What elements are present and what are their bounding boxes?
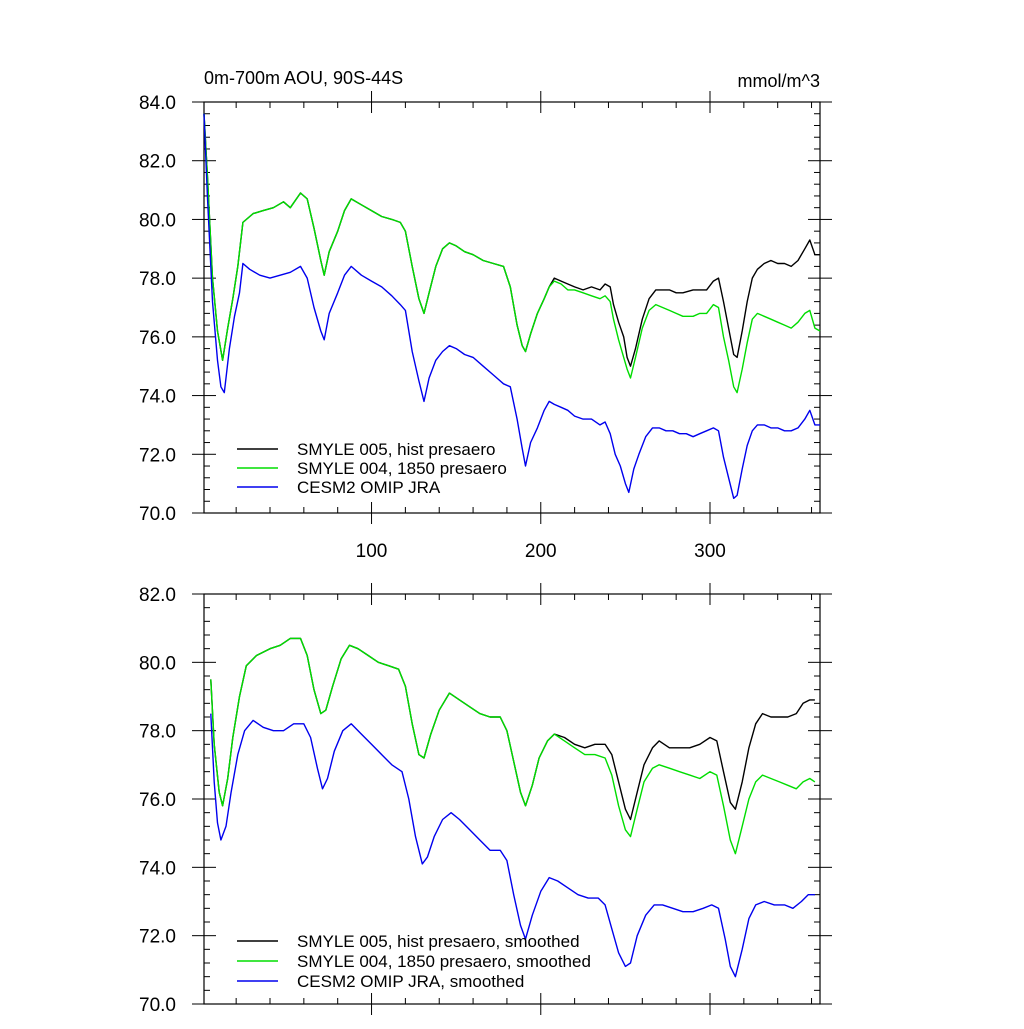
x-tick-label: 300	[694, 541, 726, 562]
series-line-1	[203, 113, 820, 367]
y-tick-label: 76.0	[139, 790, 176, 811]
y-tick-label: 80.0	[139, 210, 176, 231]
legend-label-2: SMYLE 004, 1850 presaero, smoothed	[297, 952, 591, 971]
legend-label-1: SMYLE 005, hist presaero, smoothed	[297, 932, 580, 951]
y-tick-label: 82.0	[139, 152, 176, 173]
y-tick-label: 74.0	[139, 387, 176, 408]
legend-label-3: CESM2 OMIP JRA, smoothed	[297, 972, 524, 991]
y-tick-label: 76.0	[139, 328, 176, 349]
chart-title-left: 0m-700m AOU, 90S-44S	[204, 68, 403, 88]
series-line-2	[203, 113, 821, 394]
plot-frame	[203, 101, 821, 514]
y-tick-label: 84.0	[139, 93, 176, 114]
x-tick-label: 100	[356, 541, 388, 562]
y-tick-label: 78.0	[139, 722, 176, 743]
series-line-3	[210, 713, 815, 978]
legend-label-3: CESM2 OMIP JRA	[297, 478, 441, 497]
y-tick-label: 78.0	[139, 269, 176, 290]
y-tick-label: 70.0	[139, 504, 176, 525]
chart-title-units: mmol/m^3	[738, 71, 820, 91]
panel-bottom: 70.0 72.0 74.0 76.0 78.0 80.0 82.0 SMYLE 005, h…	[139, 583, 832, 1016]
y-tick-label: 82.0	[139, 585, 176, 606]
series-line-2	[210, 637, 816, 855]
y-tick-label: 72.0	[139, 927, 176, 948]
y-tick-label: 80.0	[139, 653, 176, 674]
y-tick-label: 72.0	[139, 445, 176, 466]
y-tick-label: 70.0	[139, 995, 176, 1016]
y-tick-label: 74.0	[139, 858, 176, 879]
panel-top: 100 200 300 70.0 72.0 74.0 76.0 78.0 80.0 82.0 84.…	[139, 91, 832, 562]
legend-label-2: SMYLE 004, 1850 presaero	[297, 459, 507, 478]
series-line-1	[210, 637, 815, 821]
x-tick-label: 200	[525, 541, 557, 562]
series-line-3	[203, 113, 820, 499]
legend-label-1: SMYLE 005, hist presaero	[297, 440, 495, 459]
